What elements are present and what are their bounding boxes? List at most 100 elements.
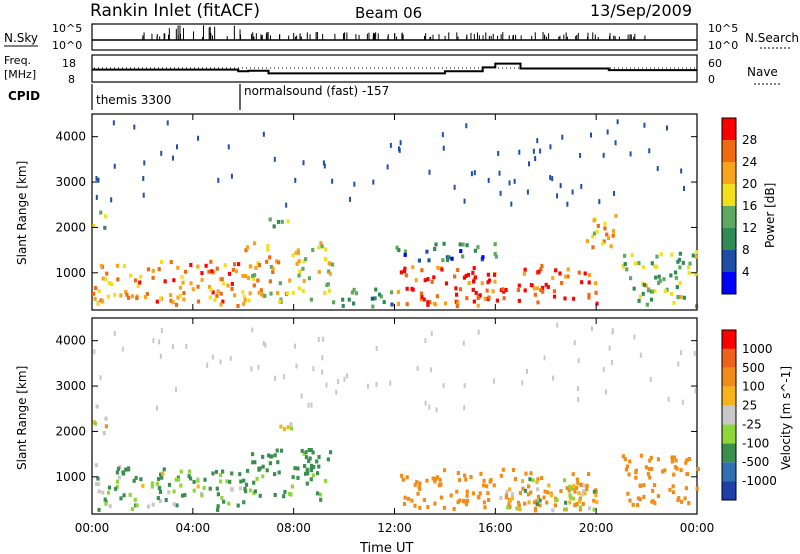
heatmap-cell	[410, 498, 414, 503]
heatmap-cell	[651, 488, 655, 493]
heatmap-cell	[571, 189, 574, 195]
heatmap-cell	[172, 278, 176, 283]
heatmap-cell	[653, 289, 657, 294]
heatmap-cell	[269, 291, 273, 296]
heatmap-cell	[379, 294, 383, 299]
heatmap-cell	[232, 262, 237, 267]
x-tick-label: 12:00	[377, 521, 412, 535]
heatmap-cell	[592, 498, 596, 503]
heatmap-cell	[211, 270, 216, 275]
heatmap-cell	[142, 176, 145, 182]
heatmap-cell	[174, 477, 178, 482]
heatmap-cell	[535, 286, 539, 291]
heatmap-cell	[671, 490, 676, 495]
heatmap-cell	[537, 269, 541, 274]
heatmap-cell	[221, 299, 225, 304]
heatmap-cell	[668, 487, 672, 492]
heatmap-cell	[461, 254, 465, 259]
heatmap-cell	[207, 269, 211, 274]
heatmap-cell	[455, 292, 459, 297]
heatmap-cell	[405, 475, 409, 480]
heatmap-cell	[695, 250, 699, 255]
heatmap-cell	[301, 288, 305, 293]
heatmap-cell	[595, 500, 599, 505]
heatmap-cell	[126, 467, 131, 472]
heatmap-cell	[124, 289, 128, 294]
heatmap-cell	[257, 467, 261, 472]
heatmap-cell	[486, 280, 490, 285]
heatmap-cell	[227, 271, 232, 276]
heatmap-cell	[671, 484, 675, 489]
heatmap-cell	[192, 479, 196, 484]
heatmap-cell	[679, 468, 683, 473]
heatmap-cell	[650, 289, 654, 294]
heatmap-cell	[441, 132, 444, 138]
heatmap-cell	[386, 164, 389, 170]
heatmap-cell	[273, 453, 277, 458]
heatmap-cell	[160, 150, 163, 156]
heatmap-cell	[685, 472, 689, 477]
heatmap-cell	[289, 422, 293, 427]
heatmap-cell	[215, 486, 219, 491]
heatmap-cell	[227, 501, 231, 506]
velocity-y-ticks: 1000 2000 3000 4000	[55, 334, 697, 484]
heatmap-cell	[427, 258, 431, 263]
heatmap-cell	[583, 271, 587, 276]
heatmap-cell	[523, 267, 527, 272]
heatmap-cell	[311, 473, 315, 478]
heatmap-cell	[551, 276, 555, 281]
heatmap-cell	[191, 287, 195, 292]
heatmap-cell	[518, 149, 521, 155]
heatmap-cell	[318, 492, 323, 497]
heatmap-cell	[258, 493, 262, 498]
heatmap-cell	[476, 296, 480, 301]
heatmap-cell	[630, 253, 634, 258]
velocity-colorbar-swatch	[722, 330, 736, 349]
heatmap-cell	[279, 448, 284, 453]
heatmap-cell	[477, 329, 480, 335]
heatmap-cell	[151, 268, 155, 273]
heatmap-cell	[526, 189, 529, 195]
heatmap-cell	[575, 485, 579, 490]
heatmap-cell	[309, 448, 313, 453]
heatmap-cell	[635, 503, 640, 508]
heatmap-cell	[352, 301, 356, 306]
heatmap-cell	[222, 499, 226, 504]
heatmap-cell	[169, 293, 173, 298]
heatmap-cell	[268, 255, 272, 260]
heatmap-cell	[680, 350, 683, 356]
heatmap-cell	[614, 213, 618, 218]
heatmap-cell	[623, 253, 627, 258]
heatmap-cell	[434, 242, 438, 247]
heatmap-cell	[127, 295, 131, 300]
heatmap-cell	[324, 247, 328, 252]
heatmap-cell	[141, 483, 145, 488]
heatmap-cell	[536, 138, 539, 144]
heatmap-cell	[189, 476, 193, 481]
heatmap-cell	[473, 170, 476, 176]
heatmap-cell	[642, 483, 646, 488]
heatmap-cell	[296, 466, 300, 471]
heatmap-cell	[210, 269, 214, 274]
heatmap-cell	[413, 482, 417, 487]
heatmap-cell	[282, 427, 287, 432]
heatmap-cell	[546, 284, 550, 289]
heatmap-cell	[377, 292, 382, 297]
heatmap-cell	[294, 250, 298, 255]
x-tick-label: 20:00	[579, 521, 614, 535]
heatmap-cell	[603, 226, 607, 231]
heatmap-cell	[585, 487, 589, 492]
heatmap-cell	[92, 223, 96, 228]
heatmap-cell	[297, 259, 301, 264]
heatmap-cell	[611, 359, 614, 365]
heatmap-cell	[142, 192, 145, 198]
heatmap-cell	[502, 296, 506, 301]
heatmap-cell	[317, 464, 321, 469]
heatmap-cell	[311, 247, 315, 252]
heatmap-cell	[648, 475, 652, 480]
heatmap-cell	[286, 291, 290, 296]
heatmap-cell	[276, 460, 280, 465]
heatmap-cell	[335, 389, 338, 395]
heatmap-cell	[261, 464, 265, 469]
heatmap-cell	[508, 504, 512, 509]
